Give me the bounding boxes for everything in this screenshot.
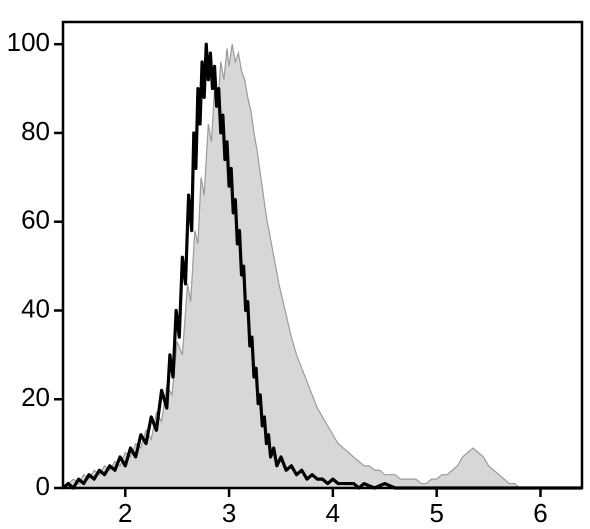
y-tick-label: 60 [21,205,50,235]
y-tick-label: 0 [36,471,50,501]
y-tick-label: 80 [21,116,50,146]
chart-svg: 0 20 40 60 80 100 2 3 4 5 6 [0,0,590,529]
x-tick-label: 2 [118,498,132,528]
x-tick-label: 3 [222,498,236,528]
x-tick-label: 5 [429,498,443,528]
x-tick-label: 4 [326,498,340,528]
x-tick-label: 6 [533,498,547,528]
y-tick-label: 40 [21,293,50,323]
flow-cytometry-histogram: 0 20 40 60 80 100 2 3 4 5 6 [0,0,590,529]
y-tick-label: 20 [21,382,50,412]
y-tick-label: 100 [7,27,50,57]
